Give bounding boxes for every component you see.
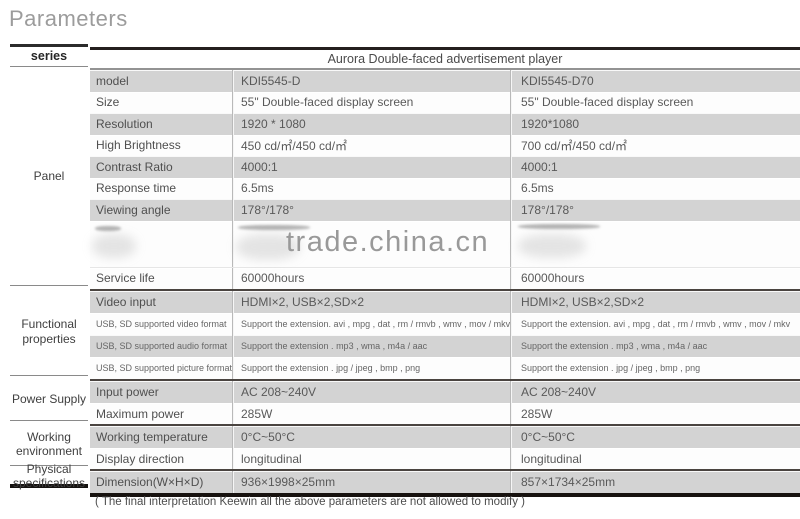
watermark-text: trade.china.cn: [286, 225, 490, 258]
table-row: Working temperature 0°C~50°C 0°C~50°C: [90, 426, 800, 448]
row-label-cell: Video input: [96, 294, 156, 309]
row-label-cell: USB, SD supported video format: [96, 318, 227, 329]
row-value-cell-model1: AC 208~240V: [232, 381, 510, 403]
row-value-cell-model1: KDI5545-D: [232, 70, 510, 92]
row-value-cell-model1: longitudinal: [232, 447, 510, 470]
row-label-cell: Contrast Ratio: [96, 159, 173, 174]
footer-note: ( The final interpretation Keewin all th…: [95, 496, 525, 508]
table-header: Aurora Double-faced advertisement player: [90, 50, 800, 70]
row-value-cell-model2: 0°C~50°C: [510, 426, 800, 448]
table-body: model KDI5545-D KDI5545-D70 Size 55" Double-…: [90, 70, 800, 493]
row-value-cell-model2: HDMI×2, USB×2,SD×2: [510, 291, 800, 313]
row-label-cell: Size: [96, 95, 120, 110]
section-divider: [90, 379, 800, 382]
row-value-cell-model1: [232, 220, 510, 267]
row-value-cell-model2: [510, 220, 800, 267]
row-value-cell-model1: 178°/178°: [232, 199, 510, 221]
row-value-cell-model2: 4000:1: [510, 156, 800, 178]
table-row: USB, SD supported picture format Support …: [90, 357, 800, 380]
row-label-cell: USB, SD supported picture format: [96, 363, 232, 374]
row-label-cell: Working temperature: [96, 430, 208, 445]
sidebar-group-physical-specifications: Physical specifications: [10, 462, 88, 490]
table-row: Input power AC 208~240V AC 208~240V: [90, 381, 800, 403]
sidebar-group-panel: Panel: [10, 68, 88, 286]
table-row: USB, SD supported audio format Support th…: [90, 334, 800, 358]
section-divider: [90, 469, 800, 472]
row-value-cell-model1: 0°C~50°C: [232, 426, 510, 448]
row-value-cell-model2: 55" Double-faced display screen: [510, 91, 800, 113]
table-row: model KDI5545-D KDI5545-D70: [90, 70, 800, 92]
series-header: series: [10, 44, 88, 67]
row-value-cell-model2: 285W: [510, 402, 800, 425]
row-label-cell: High Brightness: [96, 138, 181, 153]
row-value-cell-model2: 1920*1080: [510, 113, 800, 135]
row-value-cell-model1: 55" Double-faced display screen: [232, 91, 510, 113]
row-value-cell-model2: AC 208~240V: [510, 381, 800, 403]
row-value-cell-model1: 60000hours: [232, 267, 510, 289]
table-row: Service life 60000hours 60000hours: [90, 267, 800, 289]
section-divider: [90, 424, 800, 427]
table-bottom-border: [90, 492, 800, 497]
row-value-cell-model1: 4000:1: [232, 156, 510, 178]
sidebar-group-functional-properties: Functional properties: [10, 288, 88, 376]
row-value-cell-model2: 857×1734×25mm: [510, 471, 800, 493]
table-row: Viewing angle 178°/178° 178°/178°: [90, 199, 800, 221]
row-value-cell-model1: Support the extension. avi , mpg , dat ,…: [232, 312, 510, 335]
row-label-cell: Service life: [96, 271, 155, 286]
row-value-cell-model2: 700 cd/㎡/450 cd/㎡: [510, 134, 800, 156]
table-top-border: [90, 47, 800, 50]
row-label-cell: [90, 221, 232, 267]
sidebar-group-working-environment: Working environment: [10, 423, 88, 466]
table-row: Response time 6.5ms 6.5ms: [90, 177, 800, 199]
row-label-cell: Resolution: [96, 116, 153, 131]
spec-table: Aurora Double-faced advertisement player…: [90, 47, 800, 497]
row-label-cell: Input power: [96, 385, 159, 400]
row-label-cell: model: [96, 73, 129, 88]
table-row: USB, SD supported video format Support th…: [90, 312, 800, 335]
table-row: Contrast Ratio 4000:1 4000:1: [90, 156, 800, 178]
row-label-cell: Maximum power: [96, 406, 185, 421]
row-value-cell-model2: KDI5545-D70: [510, 70, 800, 92]
row-label-cell: Display direction: [96, 451, 185, 466]
row-label-cell: USB, SD supported audio format: [96, 340, 228, 351]
table-row: High Brightness 450 cd/㎡/450 cd/㎡ 700 cd/㎡…: [90, 134, 800, 156]
row-value-cell-model2: 6.5ms: [510, 177, 800, 199]
row-value-cell-model2: Support the extension. avi , mpg , dat ,…: [510, 312, 800, 335]
row-value-cell-model2: Support the extension . mp3 , wma , m4a …: [510, 334, 800, 358]
row-value-cell-model1: Support the extension . mp3 , wma , m4a …: [232, 334, 510, 358]
table-row: Maximum power 285W 285W: [90, 402, 800, 425]
row-value-cell-model2: Support the extension . jpg / jpeg , bmp…: [510, 357, 800, 380]
page-title: Parameters: [9, 6, 128, 31]
table-row: Size 55" Double-faced display screen 55" D…: [90, 91, 800, 113]
row-value-cell-model2: 178°/178°: [510, 199, 800, 221]
row-value-cell-model1: HDMI×2, USB×2,SD×2: [232, 291, 510, 313]
sidebar-group-power-supply: Power Supply: [10, 378, 88, 421]
row-value-cell-model1: 936×1998×25mm: [232, 471, 510, 493]
table-row: Display direction longitudinal longitudina…: [90, 447, 800, 470]
row-value-cell-model1: Support the extension . jpg / jpeg , bmp…: [232, 357, 510, 380]
row-label-cell: Response time: [96, 181, 177, 196]
row-value-cell-model1: 1920 * 1080: [232, 113, 510, 135]
row-label-cell: Viewing angle: [96, 202, 171, 217]
section-divider: [90, 289, 800, 291]
row-value-cell-model1: 6.5ms: [232, 177, 510, 199]
watermark-row: trade.china.cn: [90, 220, 800, 268]
table-row: Dimension(W×H×D) 936×1998×25mm 857×1734×25…: [90, 471, 800, 493]
table-row: Video input HDMI×2, USB×2,SD×2 HDMI×2, USB…: [90, 291, 800, 313]
row-value-cell-model1: 450 cd/㎡/450 cd/㎡: [232, 134, 510, 156]
row-value-cell-model2: longitudinal: [510, 447, 800, 470]
row-value-cell-model2: 60000hours: [510, 267, 800, 289]
row-label-cell: Dimension(W×H×D): [96, 475, 204, 490]
table-row: Resolution 1920 * 1080 1920*1080: [90, 113, 800, 135]
row-value-cell-model1: 285W: [232, 402, 510, 425]
